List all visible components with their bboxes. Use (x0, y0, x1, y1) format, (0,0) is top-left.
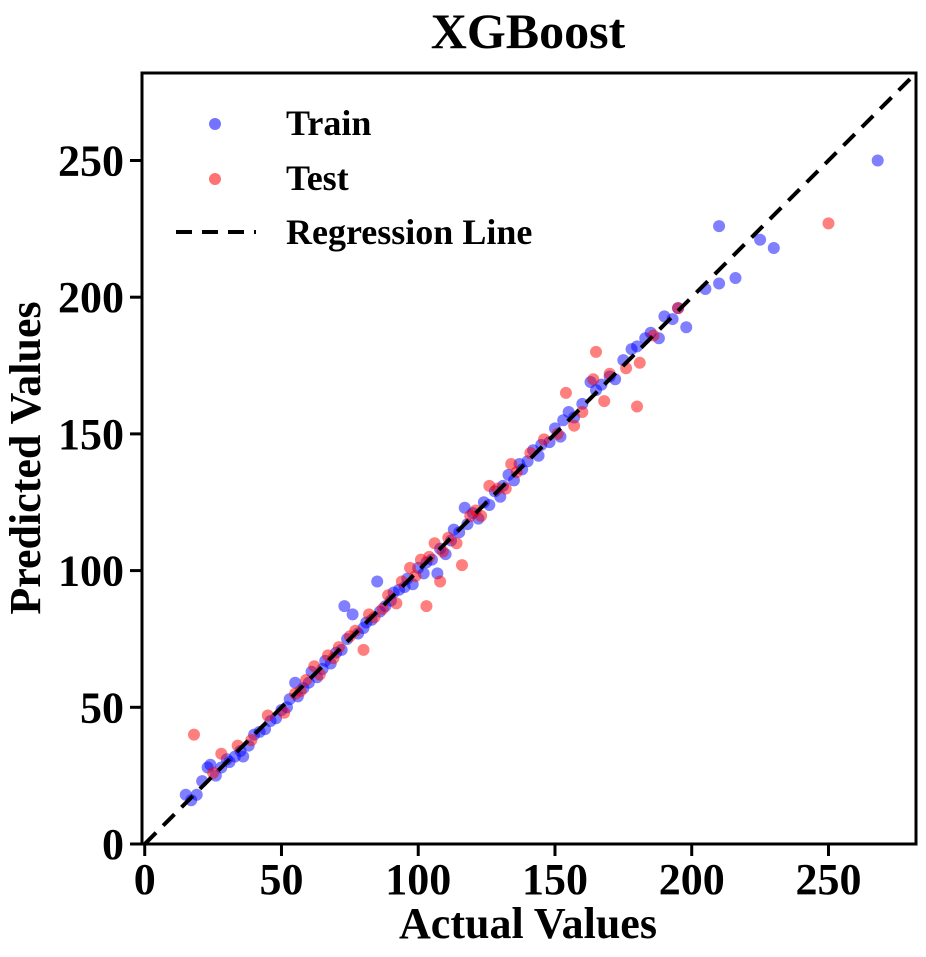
test-point (568, 419, 581, 432)
plot-frame (140, 71, 918, 846)
train-point (371, 575, 384, 588)
test-point (455, 559, 468, 572)
train-point (631, 340, 644, 353)
chart-title: XGBoost (431, 3, 626, 59)
test-point (390, 597, 403, 610)
legend-train-marker (209, 118, 221, 130)
train-point (871, 154, 884, 167)
train-point (237, 750, 250, 763)
legend-test-marker (209, 173, 221, 185)
test-point (822, 217, 835, 230)
test-point (215, 747, 228, 760)
x-tick-label: 200 (659, 855, 725, 904)
x-tick-label: 50 (259, 855, 303, 904)
train-point (680, 321, 693, 334)
test-point (590, 345, 603, 358)
train-point (729, 272, 742, 285)
y-tick-label: 250 (58, 136, 124, 185)
x-axis-label: Actual Values (399, 899, 657, 948)
x-tick-label: 150 (522, 855, 588, 904)
train-point (767, 241, 780, 254)
train-point (754, 233, 767, 246)
y-tick-label: 0 (102, 820, 124, 869)
legend-line-label: Regression Line (286, 212, 532, 252)
y-tick-label: 150 (58, 410, 124, 459)
legend: Train Test Regression Line (176, 103, 532, 252)
test-point (633, 356, 646, 369)
test-point (598, 395, 611, 408)
test-point (357, 643, 370, 656)
train-point (338, 600, 351, 613)
x-tick-label: 250 (795, 855, 861, 904)
test-point (187, 728, 200, 741)
test-point (207, 766, 220, 779)
y-tick-label: 100 (58, 547, 124, 596)
test-point (631, 400, 644, 413)
y-tick-label: 200 (58, 273, 124, 322)
x-tick-label: 100 (385, 855, 451, 904)
test-point (559, 386, 572, 399)
x-tick-label: 0 (134, 855, 156, 904)
train-point (346, 608, 359, 621)
y-axis-label: Predicted Values (1, 301, 50, 614)
test-point (428, 537, 441, 550)
legend-test-label: Test (286, 158, 349, 198)
test-point (538, 433, 551, 446)
test-point (434, 575, 447, 588)
train-point (713, 220, 726, 233)
test-point (420, 600, 433, 613)
test-point (587, 373, 600, 386)
y-tick-label: 50 (80, 683, 124, 732)
legend-train-label: Train (286, 103, 371, 143)
test-point (450, 537, 463, 550)
train-point (713, 277, 726, 290)
test-point (576, 406, 589, 419)
test-point (261, 709, 274, 722)
